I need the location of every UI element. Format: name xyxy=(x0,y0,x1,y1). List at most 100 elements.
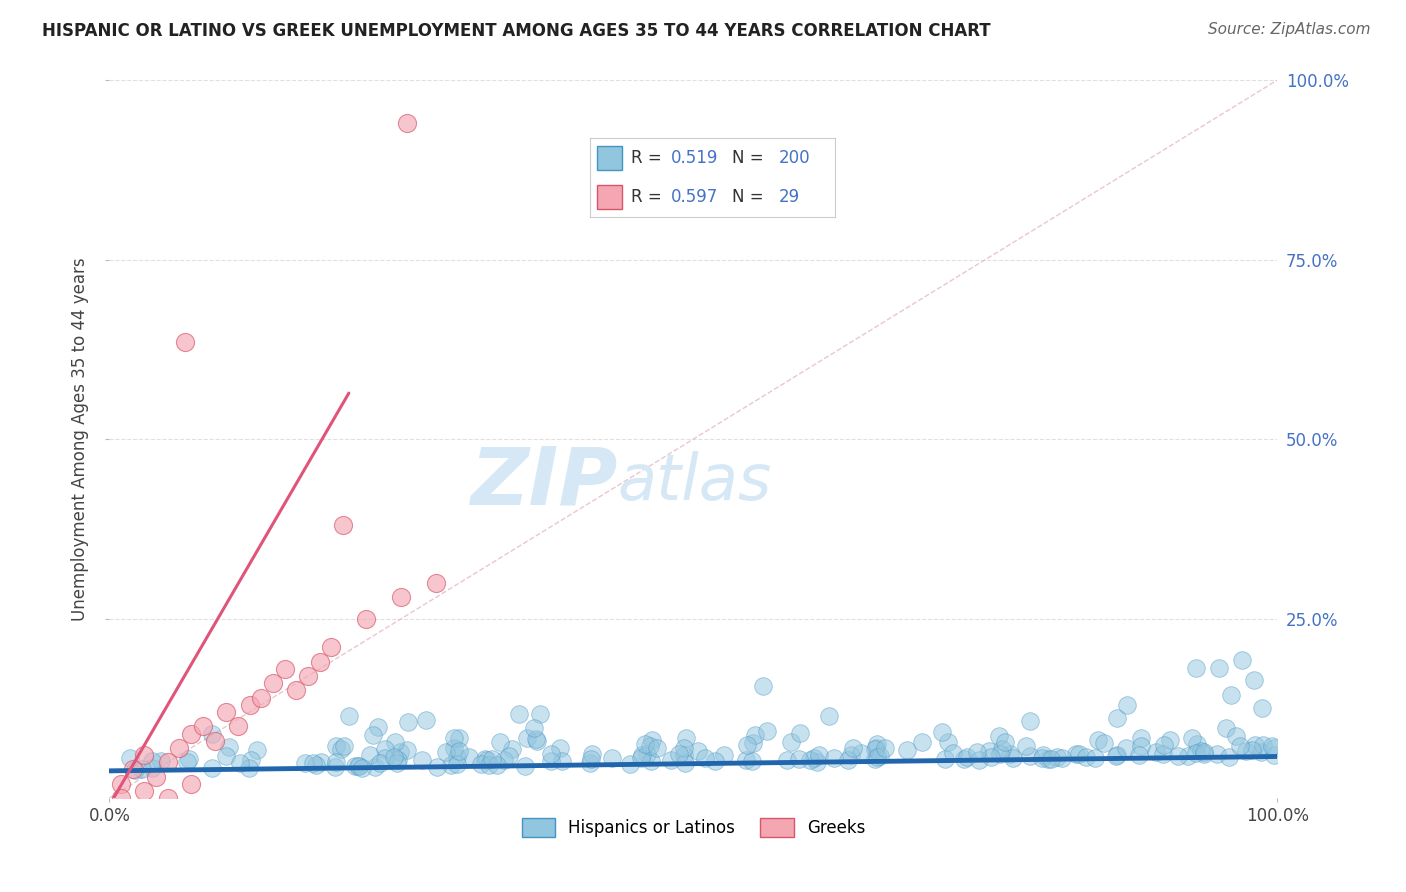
Point xyxy=(1215,721,1237,735)
Point xyxy=(477,753,499,767)
Point xyxy=(803,751,825,765)
Point xyxy=(363,729,385,743)
Point xyxy=(839,747,862,762)
Point xyxy=(1092,736,1115,750)
Point xyxy=(744,728,766,742)
Point xyxy=(411,753,433,767)
Point xyxy=(668,747,690,761)
Point xyxy=(806,755,828,769)
Point xyxy=(865,740,887,755)
Point xyxy=(364,760,387,774)
Point xyxy=(382,749,405,764)
Point xyxy=(308,655,330,669)
Point xyxy=(356,611,378,625)
Point xyxy=(1234,744,1257,758)
Point xyxy=(218,740,240,755)
Point xyxy=(347,759,370,773)
Point xyxy=(325,739,347,753)
Point xyxy=(842,741,865,756)
Text: 0.519: 0.519 xyxy=(671,149,718,167)
Point xyxy=(215,705,238,719)
Point xyxy=(977,744,1000,758)
Point xyxy=(149,754,172,768)
Point xyxy=(1251,701,1274,715)
Point xyxy=(1261,739,1284,753)
Point xyxy=(873,741,896,756)
Point xyxy=(250,690,273,705)
Point xyxy=(988,729,1011,743)
Point xyxy=(776,753,799,767)
Point xyxy=(446,749,468,764)
Point xyxy=(673,756,696,771)
Point xyxy=(1116,698,1139,713)
Point xyxy=(110,791,132,805)
Point xyxy=(131,762,153,776)
Point xyxy=(481,752,503,766)
Point xyxy=(1144,745,1167,759)
Point xyxy=(865,742,887,756)
Point xyxy=(837,753,859,767)
Point xyxy=(799,753,821,767)
Point xyxy=(177,752,200,766)
Point xyxy=(285,683,308,698)
Point xyxy=(447,744,470,758)
Point xyxy=(953,752,976,766)
Text: 29: 29 xyxy=(779,188,800,206)
Point xyxy=(1159,732,1181,747)
Point xyxy=(1192,747,1215,762)
Point xyxy=(1189,744,1212,758)
Point xyxy=(1181,731,1204,745)
Point xyxy=(110,777,132,791)
FancyBboxPatch shape xyxy=(598,146,621,169)
Point xyxy=(551,754,574,768)
Point xyxy=(121,763,143,777)
Point xyxy=(1263,740,1285,755)
Point xyxy=(672,747,695,762)
Point xyxy=(443,741,465,756)
Point xyxy=(446,756,468,771)
Point xyxy=(425,575,447,590)
Point xyxy=(1002,751,1025,765)
Point xyxy=(1105,749,1128,764)
Point xyxy=(1040,751,1063,765)
Point xyxy=(956,750,979,764)
FancyBboxPatch shape xyxy=(598,186,621,209)
Point xyxy=(239,753,262,767)
Point xyxy=(540,754,562,768)
Point xyxy=(737,738,759,752)
Point xyxy=(1153,738,1175,752)
Y-axis label: Unemployment Among Ages 35 to 44 years: Unemployment Among Ages 35 to 44 years xyxy=(72,257,89,621)
Legend: Hispanics or Latinos, Greeks: Hispanics or Latinos, Greeks xyxy=(515,812,872,844)
Point xyxy=(191,719,214,733)
Point xyxy=(273,662,295,676)
Point xyxy=(1250,746,1272,760)
Point xyxy=(936,735,959,749)
Point xyxy=(645,741,668,756)
Point xyxy=(991,742,1014,756)
Point xyxy=(1243,738,1265,752)
Point xyxy=(141,754,163,768)
Text: atlas: atlas xyxy=(617,451,772,513)
Point xyxy=(238,760,260,774)
Point xyxy=(169,740,191,755)
Point xyxy=(988,747,1011,762)
Point xyxy=(141,761,163,775)
Point xyxy=(229,756,252,770)
Point xyxy=(693,750,716,764)
Point xyxy=(447,731,470,746)
Point xyxy=(204,733,226,747)
Text: N =: N = xyxy=(733,149,763,167)
Point xyxy=(808,747,831,762)
Point xyxy=(333,739,356,753)
Point xyxy=(1084,750,1107,764)
Point xyxy=(262,676,284,690)
Point xyxy=(374,750,396,764)
Point xyxy=(201,761,224,775)
Point xyxy=(734,753,756,767)
Point xyxy=(434,745,457,759)
Point xyxy=(389,745,412,759)
Point xyxy=(1232,653,1254,667)
Point xyxy=(297,669,319,683)
Point xyxy=(636,747,658,761)
Point xyxy=(1015,739,1038,753)
